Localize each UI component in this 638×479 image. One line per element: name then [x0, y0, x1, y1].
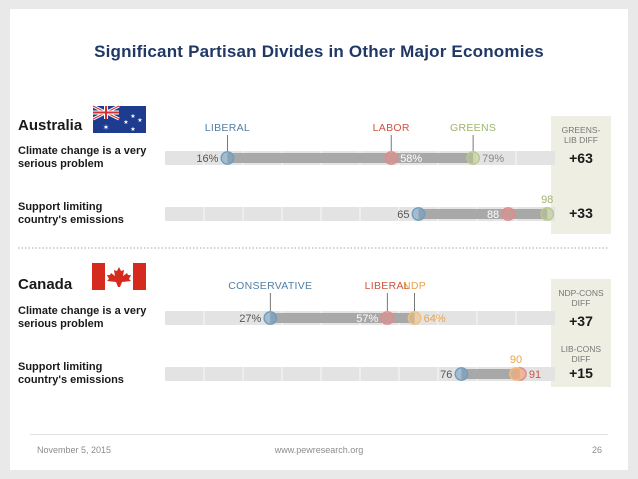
- data-point: [466, 151, 480, 165]
- party-label: LIBERAL: [205, 122, 250, 134]
- party-label: NDP: [403, 280, 426, 292]
- value-label: 98: [541, 194, 553, 206]
- diff-value: +15: [569, 365, 593, 381]
- value-label: 58%: [400, 153, 422, 165]
- diff-value: +63: [569, 150, 593, 166]
- country-heading: Australia: [18, 117, 83, 134]
- diff-header: DIFF: [572, 354, 591, 364]
- svg-text:★: ★: [137, 117, 142, 124]
- value-label: 90: [510, 354, 522, 366]
- range-bar: [270, 313, 415, 323]
- data-point: [501, 207, 516, 221]
- canada-flag: [92, 263, 146, 290]
- diff-header: LIB DIFF: [564, 135, 598, 145]
- svg-text:✶: ✶: [103, 123, 110, 132]
- data-point: [411, 207, 426, 221]
- diff-value: +37: [569, 313, 593, 329]
- party-label: LIBERAL: [365, 280, 410, 292]
- question-label: Support limiting: [18, 361, 102, 373]
- question-label: serious problem: [18, 318, 104, 330]
- party-label: GREENS: [450, 122, 496, 134]
- range-bar: [418, 209, 548, 219]
- footer-url[interactable]: www.pewresearch.org: [274, 445, 364, 455]
- data-point: [384, 151, 399, 165]
- diff-box-australia: [551, 116, 611, 234]
- value-label: 27%: [239, 313, 261, 325]
- footer-page-number: 26: [591, 445, 602, 455]
- question-label: country's emissions: [18, 374, 124, 386]
- diff-header: GREENS-: [562, 125, 601, 135]
- data-point: [380, 311, 395, 325]
- question-label: Support limiting: [18, 201, 102, 213]
- question-label: country's emissions: [18, 214, 124, 226]
- svg-text:★: ★: [130, 113, 135, 120]
- value-label: 76: [440, 369, 452, 381]
- svg-text:★: ★: [123, 119, 128, 126]
- footer-date: November 5, 2015: [37, 445, 112, 455]
- data-point: [509, 367, 523, 381]
- diff-header: DIFF: [572, 298, 591, 308]
- page-title: Significant Partisan Divides in Other Ma…: [94, 42, 544, 61]
- data-point: [407, 311, 422, 325]
- data-point: [454, 367, 469, 381]
- value-label: 88: [487, 209, 499, 221]
- data-point: [220, 151, 235, 165]
- diff-value: +33: [569, 205, 593, 221]
- range-bar: [461, 369, 520, 379]
- diff-header: NDP-CONS: [558, 288, 604, 298]
- range-bar: [227, 153, 474, 163]
- diff-header: LIB-CONS: [561, 344, 601, 354]
- question-label: serious problem: [18, 158, 104, 170]
- value-label: 79%: [482, 153, 504, 165]
- slide-background: [10, 9, 628, 470]
- data-point: [540, 207, 555, 221]
- value-label: 64%: [424, 313, 446, 325]
- question-label: Climate change is a very: [18, 145, 147, 157]
- value-label: 16%: [196, 153, 218, 165]
- value-label: 65: [397, 209, 409, 221]
- party-label: LABOR: [373, 122, 410, 134]
- diff-box-canada: [551, 279, 611, 387]
- footer-divider: [30, 434, 608, 435]
- question-label: Climate change is a very: [18, 305, 147, 317]
- value-label: 57%: [356, 313, 378, 325]
- data-point: [263, 311, 278, 325]
- country-heading: Canada: [18, 276, 73, 293]
- value-label: 91: [529, 369, 541, 381]
- svg-text:★: ★: [130, 126, 135, 133]
- party-label: CONSERVATIVE: [228, 280, 312, 292]
- australia-flag: ✶ ★ ★ ★ ★: [92, 104, 146, 133]
